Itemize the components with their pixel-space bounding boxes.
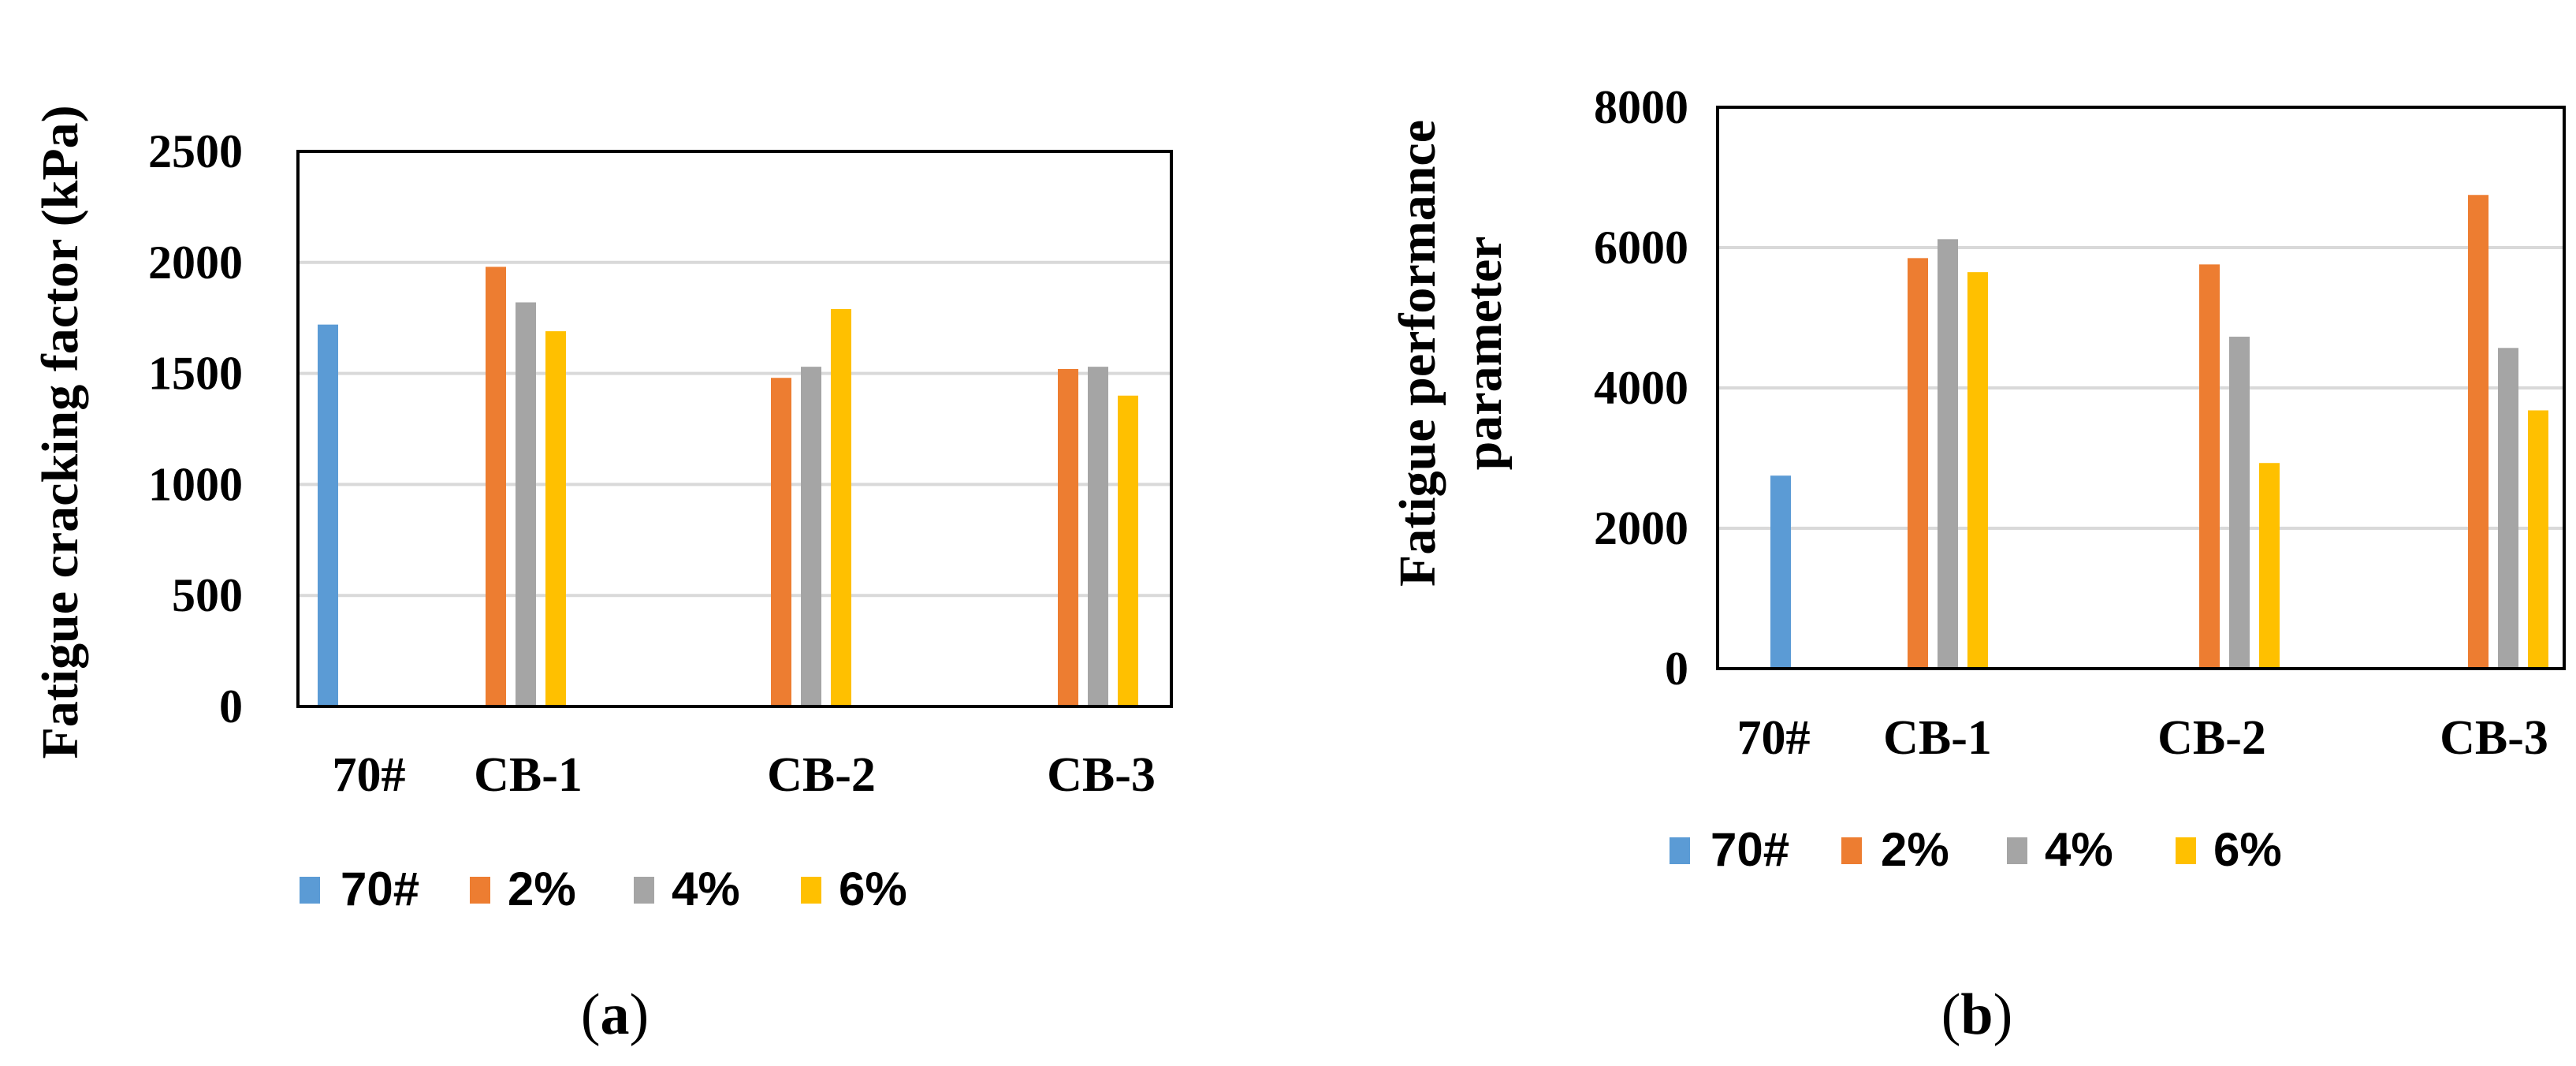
y-axis-title-line-1: Fatigue performance [1389, 120, 1446, 587]
y-tick-label-6000: 6000 [1594, 222, 1688, 274]
y-tick-label-4000: 4000 [1594, 362, 1688, 414]
plot-frame [296, 150, 1173, 708]
bar-cb-3-4pct [2498, 348, 2518, 669]
y-tick-label-1000: 1000 [148, 458, 243, 510]
category-label-cb2: CB-2 [767, 748, 876, 802]
legend-swatch-70 [300, 877, 320, 904]
legend-swatch-70 [1670, 837, 1690, 864]
bar-cb-3-4pct [1088, 367, 1108, 706]
category-label-cb2: CB-2 [2157, 711, 2266, 765]
y-tick-label-8000: 8000 [1594, 81, 1688, 133]
bar-cb-2-4pct [801, 367, 821, 706]
chart-panel-b: 0 2000 4000 6000 8000 Fatigue performance pa… [1389, 81, 2566, 1047]
caption-letter: a [601, 982, 630, 1047]
gridlines [1718, 246, 2564, 530]
legend-label-4pct: 4% [672, 863, 740, 915]
panel-caption-b: (b) [1941, 982, 2012, 1047]
bar-cb-2-4pct [2229, 337, 2250, 669]
legend-swatch-6pct [801, 877, 821, 904]
bar-cb-1-2pct [1908, 258, 1928, 669]
caption-open-paren: ( [581, 982, 601, 1047]
panel-caption-a: (a) [581, 982, 649, 1047]
bar-cb-2-2pct [2199, 264, 2220, 669]
legend-label-2pct: 2% [508, 863, 576, 915]
legend-label-2pct: 2% [1881, 823, 1949, 876]
bar-70-70 [1770, 475, 1791, 669]
legend: 70# 2% 4% 6% [1670, 823, 2282, 876]
legend-label-70: 70# [341, 863, 419, 915]
bar-cb-1-6pct [1967, 272, 1988, 669]
gridlines [298, 260, 1171, 598]
bar-cb-2-2pct [771, 378, 791, 706]
bar-cb-3-2pct [1058, 368, 1078, 706]
legend-swatch-2pct [1841, 837, 1862, 864]
y-tick-labels: 0 2000 4000 6000 8000 [1594, 81, 1688, 695]
category-label-cb3: CB-3 [1047, 748, 1156, 802]
bar-cb-1-4pct [1938, 239, 1958, 669]
legend-swatch-4pct [634, 877, 654, 904]
legend-swatch-2pct [470, 877, 490, 904]
legend-label-70: 70# [1711, 823, 1789, 876]
y-tick-labels: 0 500 1000 1500 2000 2500 [148, 125, 243, 732]
bar-cb-2-6pct [831, 308, 851, 706]
y-tick-label-2000: 2000 [148, 237, 243, 289]
caption-close-paren: ) [1993, 982, 2013, 1047]
y-tick-label-0: 0 [1665, 643, 1688, 695]
caption-letter: b [1960, 982, 1993, 1047]
y-tick-label-2500: 2500 [148, 125, 243, 177]
bar-cb-3-6pct [2528, 410, 2548, 669]
chart-panel-a: 0 500 1000 1500 2000 2500 Fatigue cracking fa… [32, 105, 1173, 1047]
y-axis-title: Fatigue cracking factor (kPa) [32, 105, 89, 758]
legend-swatch-6pct [2176, 837, 2196, 864]
bar-cb-1-6pct [545, 331, 566, 706]
bar-cb-3-2pct [2468, 195, 2489, 669]
caption-close-paren: ) [630, 982, 650, 1047]
y-tick-label-500: 500 [172, 569, 243, 621]
category-label-cb1: CB-1 [1883, 711, 1992, 765]
caption-open-paren: ( [1941, 982, 1961, 1047]
y-axis-title-line-2: parameter [1455, 237, 1513, 471]
y-tick-label-0: 0 [219, 680, 243, 732]
category-label-cb1: CB-1 [474, 748, 583, 802]
bar-cb-1-4pct [516, 302, 536, 706]
bars [1770, 195, 2548, 669]
bar-70-70 [318, 324, 338, 706]
plot-frame [1716, 106, 2566, 670]
category-label-cb3: CB-3 [2440, 711, 2548, 765]
bar-cb-3-6pct [1118, 395, 1138, 706]
bar-cb-1-2pct [486, 266, 506, 706]
legend-label-6pct: 6% [2213, 823, 2282, 876]
category-label-70: 70# [1737, 711, 1811, 765]
legend-label-6pct: 6% [839, 863, 907, 915]
y-tick-label-1500: 1500 [148, 348, 243, 400]
legend-label-4pct: 4% [2045, 823, 2113, 876]
legend: 70# 2% 4% 6% [300, 863, 907, 915]
bars [318, 266, 1138, 706]
bar-cb-2-6pct [2259, 463, 2280, 669]
y-tick-label-2000: 2000 [1594, 502, 1688, 554]
legend-swatch-4pct [2007, 837, 2027, 864]
category-label-70: 70# [333, 748, 406, 802]
